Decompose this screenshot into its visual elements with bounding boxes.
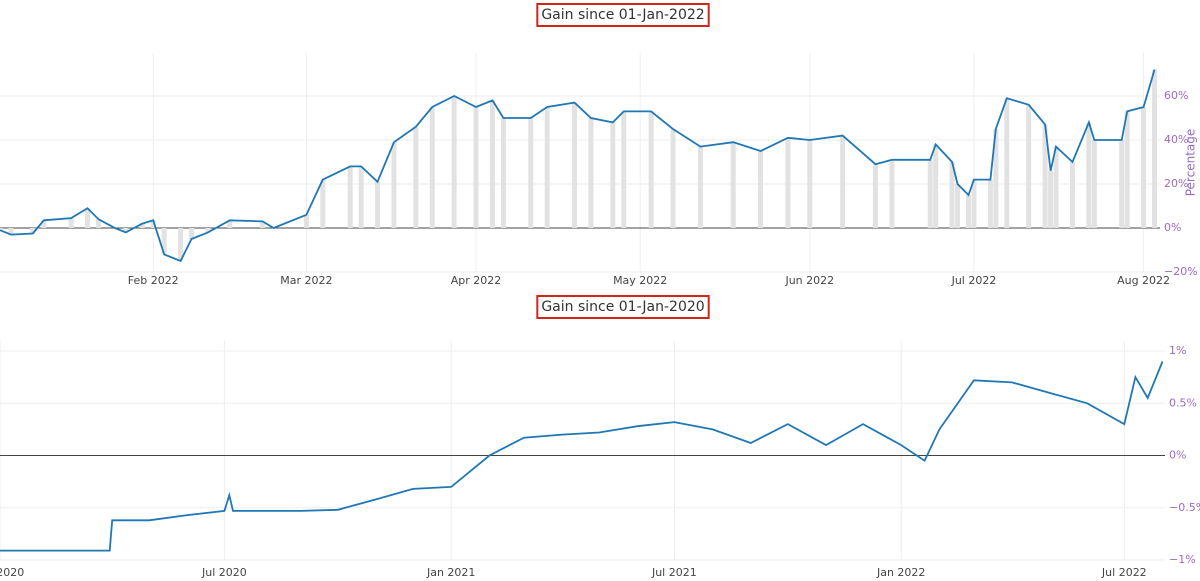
chart-title: Gain since 01-Jan-2020 (541, 299, 704, 315)
bar (648, 111, 654, 228)
y-tick-label: 0% (1164, 221, 1181, 234)
bar (95, 219, 101, 228)
y-tick-label: −20% (1164, 265, 1198, 278)
y-tick-label: −1% (1169, 553, 1196, 566)
bar (347, 166, 353, 228)
y-tick-label: 40% (1164, 133, 1188, 146)
bar (1048, 170, 1054, 228)
bar (358, 166, 364, 228)
bar (1004, 98, 1010, 228)
bar (993, 129, 999, 228)
bar (1091, 140, 1097, 228)
bar (758, 151, 764, 228)
bar (150, 220, 156, 228)
bar (889, 159, 895, 228)
chart-title: Gain since 01-Jan-2022 (541, 7, 704, 23)
bar (1124, 111, 1130, 228)
bar (1119, 140, 1125, 228)
y-tick-label: 60% (1164, 89, 1188, 102)
x-tick-label: Jan 2021 (426, 566, 475, 579)
bar (161, 228, 167, 255)
bar (1026, 104, 1032, 228)
x-tick-label: Feb 2022 (128, 274, 179, 287)
bar (391, 142, 397, 228)
line (0, 361, 1164, 552)
bar (1053, 146, 1059, 228)
bar (8, 228, 14, 235)
bar (320, 179, 326, 228)
x-tick-label: Aug 2022 (1117, 274, 1170, 287)
bar (987, 179, 993, 228)
bar (85, 208, 91, 228)
bar (955, 184, 961, 228)
bar (528, 118, 534, 228)
y-axis-label: Percentage (1184, 129, 1198, 197)
bar (260, 221, 266, 228)
bar (1086, 122, 1092, 228)
bar (375, 181, 381, 228)
bar (949, 162, 955, 228)
title-box (536, 295, 710, 319)
y-tick-label: 1% (1169, 344, 1186, 357)
bar (807, 140, 813, 228)
bar (588, 118, 594, 228)
x-tick-label: Jul 2022 (951, 274, 997, 287)
y-tick-label: 0.5% (1169, 396, 1197, 409)
bar (429, 107, 435, 228)
bar (965, 195, 971, 228)
bar (840, 135, 846, 228)
bar (473, 107, 479, 228)
x-tick-label: Apr 2022 (451, 274, 502, 287)
bar (1042, 124, 1048, 228)
bar (1141, 107, 1147, 228)
bar (0, 228, 3, 231)
bar (697, 146, 703, 228)
bar (413, 126, 419, 228)
bar (933, 144, 939, 228)
x-tick-label: Jan 2020 (0, 566, 24, 579)
x-tick-label: Jan 2022 (876, 566, 925, 579)
bar (872, 164, 878, 228)
bar (1152, 69, 1158, 228)
bar (1069, 162, 1075, 228)
bar (139, 223, 145, 228)
y-tick-label: −0.5% (1169, 501, 1200, 514)
bar (670, 129, 676, 228)
bar (785, 137, 791, 228)
bar (303, 214, 309, 228)
x-tick-label: May 2022 (613, 274, 667, 287)
bar (451, 96, 457, 228)
bar (178, 228, 184, 261)
bar (927, 159, 933, 228)
bar (730, 142, 736, 228)
bar (971, 179, 977, 228)
bar (500, 118, 506, 228)
x-tick-label: Jul 2020 (201, 566, 247, 579)
x-tick-label: Mar 2022 (280, 274, 332, 287)
bar (610, 122, 616, 228)
bar (30, 228, 36, 234)
title-box (536, 3, 710, 27)
bar (123, 228, 129, 233)
bar (572, 102, 578, 228)
bar (68, 218, 74, 228)
y-tick-label: 20% (1164, 177, 1188, 190)
bar (621, 111, 627, 228)
bar (41, 220, 47, 228)
bar (189, 228, 195, 239)
bar (205, 228, 211, 233)
bar (227, 220, 233, 228)
x-tick-label: Jul 2021 (651, 566, 697, 579)
x-tick-label: Jul 2022 (1101, 566, 1147, 579)
bar (489, 100, 495, 228)
line (0, 69, 1156, 263)
x-tick-label: Jun 2022 (784, 274, 834, 287)
bar (544, 107, 550, 228)
y-tick-label: 0% (1169, 449, 1186, 462)
